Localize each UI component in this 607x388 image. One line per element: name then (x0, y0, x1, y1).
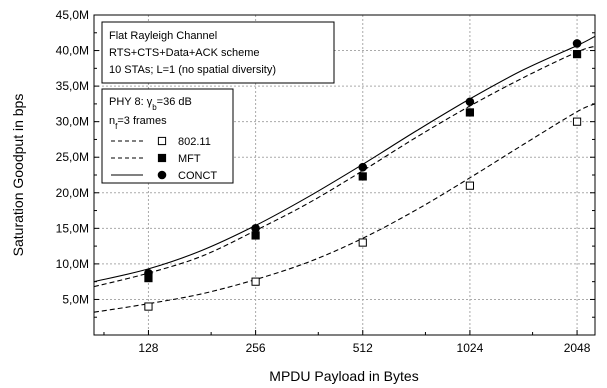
x-tick-label: 256 (246, 341, 266, 355)
data-point (358, 162, 368, 172)
series-markers (144, 39, 582, 311)
y-tick-label: 20,0M (56, 186, 89, 200)
legend-label: MFT (178, 153, 201, 165)
y-tick-label: 40,0M (56, 44, 89, 58)
x-tick-labels: 128 256 512 1024 2048 (138, 341, 590, 355)
data-point (251, 277, 260, 286)
axis-ticks (94, 14, 595, 335)
legend-label: CONCT (178, 170, 217, 182)
data-point (465, 97, 475, 107)
x-tick-label: 128 (138, 341, 158, 355)
data-point (358, 238, 367, 247)
legend-marker (157, 153, 167, 163)
series-line (93, 45, 596, 288)
y-tick-label: 15,0M (56, 221, 89, 235)
data-point (144, 268, 153, 278)
y-tick-label: 30,0M (56, 115, 89, 129)
data-point (358, 172, 367, 181)
legend-marker (157, 170, 167, 180)
x-tick-label: 1024 (457, 341, 484, 355)
annotation-box: Flat Rayleigh Channel RTS+CTS+Data+ACK s… (101, 21, 335, 84)
legend-label: 802.11 (178, 136, 211, 148)
legend-marker (157, 136, 167, 146)
x-axis-title: MPDU Payload in Bytes (269, 368, 418, 384)
y-tick-label: 25,0M (56, 150, 89, 164)
y-tick-label: 35,0M (56, 79, 89, 93)
data-point (251, 231, 260, 240)
x-tick-label: 512 (353, 341, 373, 355)
x-tick-label: 2048 (564, 341, 591, 355)
annotation-line: RTS+CTS+Data+ACK scheme (109, 47, 260, 59)
y-tick-label: 5,0M (62, 292, 89, 306)
legend-phy-label: PHY 8: γb=36 dB (109, 96, 192, 112)
annotation-line: Flat Rayleigh Channel (109, 30, 217, 42)
data-point (572, 39, 582, 48)
y-tick-label: 10,0M (56, 257, 89, 271)
data-point (572, 50, 582, 59)
y-axis-title: Saturation Goodput in bps (10, 94, 26, 257)
y-tick-label: 45,0M (56, 8, 89, 22)
annotation-line: 10 STAs; L=1 (no spatial diversity) (109, 64, 276, 76)
legend-box: PHY 8: γb=36 dB nf=3 frames 802.11 MFT CON… (101, 88, 234, 184)
data-point (251, 224, 260, 233)
data-point (572, 117, 582, 126)
data-point (465, 108, 475, 117)
grid-lines (94, 15, 595, 335)
data-point (144, 302, 153, 311)
y-tick-labels: 5,0M 10,0M 15,0M 20,0M 25,0M 30,0M 35,0M 40,0M 4… (56, 8, 89, 306)
series-line (93, 103, 596, 313)
data-point (465, 181, 475, 190)
legend-frames-label: nf=3 frames (109, 115, 167, 131)
